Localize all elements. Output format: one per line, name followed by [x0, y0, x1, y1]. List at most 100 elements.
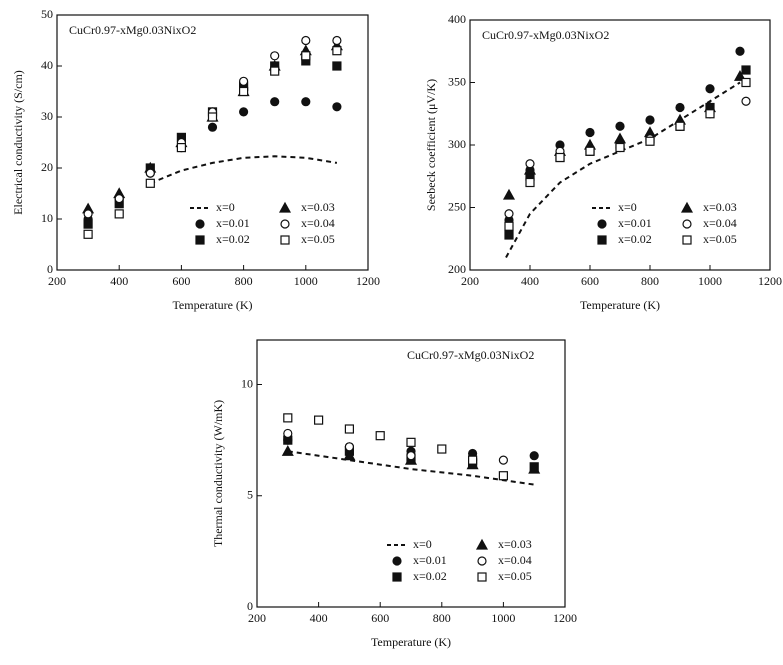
legend-swatch [280, 219, 290, 229]
legend-swatch [280, 235, 290, 245]
x-tick-label: 400 [110, 274, 128, 288]
chart-title: CuCr0.97-xMg0.03NixO2 [407, 348, 534, 362]
point [239, 76, 249, 86]
point [498, 471, 508, 481]
point [332, 46, 342, 56]
series-line [149, 155, 338, 185]
legend-label: x=0.03 [703, 200, 737, 214]
point [741, 77, 751, 88]
legend-label: x=0.04 [498, 553, 532, 567]
y-tick-label: 0 [47, 262, 53, 276]
point [301, 97, 311, 107]
y-axis-label: Seebeck coefficient (μV/K) [424, 79, 438, 211]
point [301, 35, 311, 46]
point [332, 61, 342, 71]
point [504, 230, 514, 240]
x-tick-label: 600 [172, 274, 190, 288]
y-tick-label: 30 [41, 109, 53, 123]
y-tick-label: 200 [448, 262, 466, 276]
point [705, 109, 715, 119]
point [502, 188, 516, 200]
legend-swatch [597, 235, 607, 245]
legend-swatch [680, 201, 694, 213]
legend-label: x=0.02 [618, 232, 652, 246]
y-tick-label: 10 [241, 376, 253, 390]
x-tick-label: 800 [235, 274, 253, 288]
series-line [505, 81, 741, 258]
point [83, 219, 93, 229]
y-tick-label: 40 [41, 58, 53, 72]
point [615, 121, 625, 131]
plot-frame [56, 14, 369, 271]
legend-label: x=0.03 [301, 200, 335, 214]
point [741, 96, 751, 106]
point [645, 136, 655, 146]
point [314, 415, 324, 425]
point [406, 451, 416, 461]
legend-swatch [682, 219, 692, 229]
y-tick-label: 300 [448, 137, 466, 151]
point [615, 142, 625, 153]
point [301, 51, 311, 61]
legend-swatch [195, 219, 205, 229]
point [645, 115, 655, 125]
y-tick-label: 20 [41, 160, 53, 174]
y-tick-label: 10 [41, 211, 53, 225]
x-tick-label: 200 [248, 611, 266, 625]
legend-swatch [477, 556, 487, 566]
legend-label: x=0 [413, 537, 432, 551]
point [239, 107, 249, 117]
point [283, 428, 293, 439]
point [239, 86, 249, 97]
legend-label: x=0.01 [216, 216, 250, 230]
plot-frame [256, 339, 566, 608]
point [207, 122, 218, 132]
chart-title: CuCr0.97-xMg0.03NixO2 [69, 23, 196, 37]
point [145, 168, 155, 178]
series-line [287, 450, 535, 486]
legend-swatch [278, 201, 292, 213]
point [332, 102, 342, 112]
point [529, 451, 539, 461]
point [613, 132, 627, 144]
y-axis-label: Electrical conductivity (S/cm) [11, 70, 25, 215]
legend-swatch [477, 572, 487, 582]
x-tick-label: 600 [581, 274, 599, 288]
legend-swatch [682, 235, 692, 245]
point [675, 121, 685, 131]
point [375, 431, 385, 441]
legend-label: x=0 [618, 200, 637, 214]
point [332, 35, 342, 46]
x-tick-label: 800 [433, 611, 451, 625]
point [705, 84, 715, 94]
point [468, 455, 478, 465]
point [498, 455, 508, 465]
point [585, 127, 595, 138]
legend-label: x=0.05 [301, 232, 335, 246]
point [83, 209, 93, 219]
x-tick-label: 1200 [553, 611, 577, 625]
point [406, 437, 416, 447]
legend-label: x=0.04 [301, 216, 335, 230]
point [207, 112, 218, 122]
x-axis-label: Temperature (K) [371, 635, 451, 649]
legend-label: x=0.01 [413, 553, 447, 567]
point [114, 209, 124, 219]
x-tick-label: 400 [521, 274, 539, 288]
point [528, 462, 541, 474]
point [270, 97, 280, 107]
chart-title: CuCr0.97-xMg0.03NixO2 [482, 28, 609, 42]
point [114, 194, 124, 204]
legend-label: x=0 [216, 200, 235, 214]
legend-label: x=0.03 [498, 537, 532, 551]
y-tick-label: 50 [41, 7, 53, 21]
y-tick-label: 400 [448, 12, 466, 26]
x-axis-label: Temperature (K) [172, 298, 252, 312]
point [555, 152, 565, 163]
legend-swatch [392, 556, 402, 566]
point [83, 229, 93, 239]
point [741, 65, 751, 75]
point [343, 449, 356, 461]
x-tick-label: 400 [310, 611, 328, 625]
point [145, 178, 155, 188]
